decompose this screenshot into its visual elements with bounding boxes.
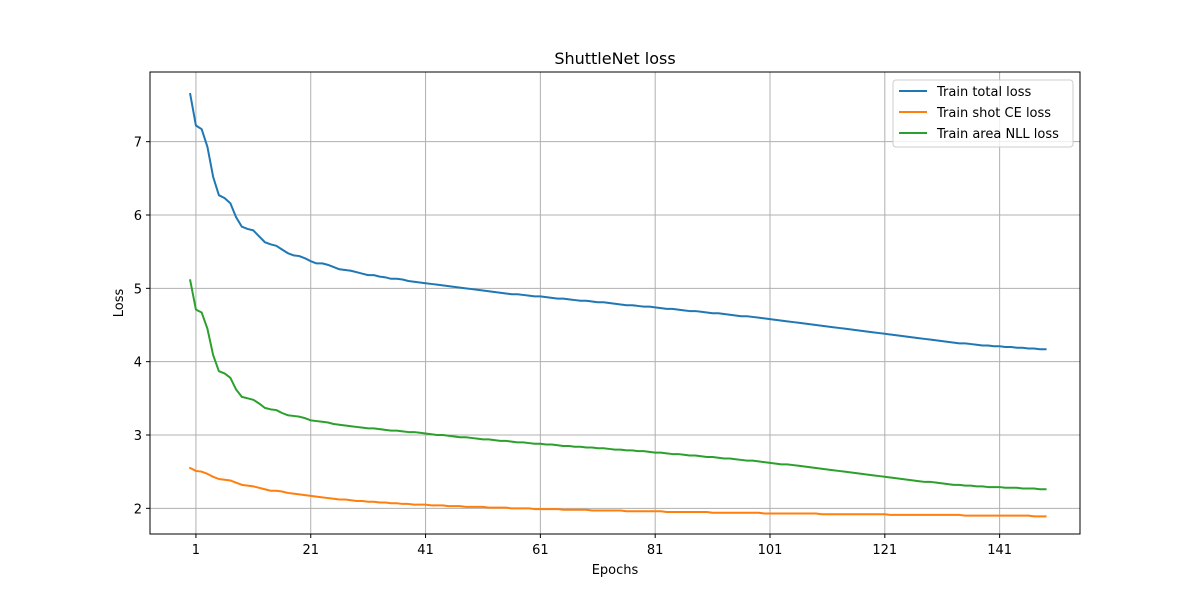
grid-lines <box>150 72 1080 534</box>
chart-title: ShuttleNet loss <box>554 49 675 68</box>
x-tick-label: 1 <box>192 543 200 558</box>
x-axis-label: Epochs <box>592 563 639 578</box>
y-tick-label: 6 <box>134 209 142 224</box>
x-tick-label: 141 <box>987 543 1012 558</box>
y-tick-label: 3 <box>134 429 142 444</box>
y-axis-label: Loss <box>112 289 127 318</box>
series-lines <box>188 92 1047 518</box>
series-line-train-total-loss <box>189 92 1047 351</box>
legend-label-train-total-loss: Train total loss <box>936 85 1032 100</box>
x-tick-label: 121 <box>872 543 897 558</box>
y-tick-label: 7 <box>134 136 142 151</box>
y-tick-label: 4 <box>134 356 142 371</box>
legend: Train total loss Train shot CE loss Train … <box>892 79 1074 148</box>
series-line-train-area-nll-loss <box>189 279 1047 491</box>
y-axis-ticks: 2 3 4 5 6 7 <box>134 136 150 517</box>
y-tick-label: 5 <box>134 282 142 297</box>
x-tick-label: 101 <box>758 543 783 558</box>
x-tick-label: 21 <box>302 543 319 558</box>
y-tick-label: 2 <box>134 502 142 517</box>
x-tick-label: 61 <box>532 543 549 558</box>
legend-label-train-area-nll-loss: Train area NLL loss <box>936 127 1059 142</box>
x-tick-label: 41 <box>417 543 434 558</box>
legend-box <box>892 79 1074 148</box>
x-tick-label: 81 <box>647 543 664 558</box>
legend-label-train-shot-ce-loss: Train shot CE loss <box>936 106 1051 121</box>
series-line-train-shot-ce-loss <box>188 466 1047 518</box>
plot-area-frame <box>149 71 1081 535</box>
x-axis-ticks: 1 21 41 61 81 101 121 141 <box>192 534 1012 558</box>
